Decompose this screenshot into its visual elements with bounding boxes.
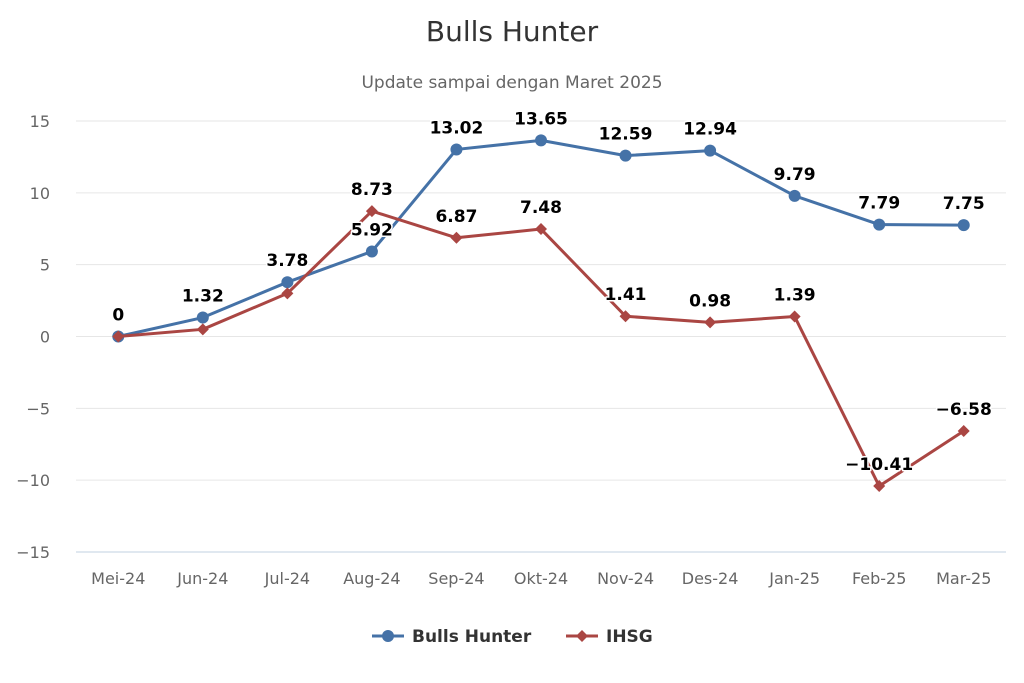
data-label: 13.65 xyxy=(514,109,568,129)
data-label: 5.92 xyxy=(351,220,393,240)
x-tick-label: Jan-25 xyxy=(768,569,820,588)
data-label: 6.87 xyxy=(435,207,477,227)
x-tick-label: Jun-24 xyxy=(176,569,228,588)
data-label: 7.48 xyxy=(520,198,562,218)
data-label: 7.75 xyxy=(943,194,985,214)
data-label: 1.41 xyxy=(605,285,647,305)
y-tick-label: 15 xyxy=(30,112,50,131)
y-tick-label: 5 xyxy=(40,256,50,275)
legend-marker xyxy=(576,630,588,642)
legend: Bulls Hunter IHSG xyxy=(372,627,653,647)
y-tick-label: 0 xyxy=(40,328,50,347)
series-group xyxy=(112,134,970,493)
legend-item[interactable]: IHSG xyxy=(566,627,653,647)
x-tick-label: Feb-25 xyxy=(852,569,906,588)
data-label: 0 xyxy=(112,306,124,326)
x-tick-label: Sep-24 xyxy=(428,569,484,588)
data-point[interactable] xyxy=(196,311,209,324)
x-tick-label: Aug-24 xyxy=(343,569,400,588)
chart-subtitle: Update sampai dengan Maret 2025 xyxy=(361,73,662,93)
x-tick-label: Jul-24 xyxy=(264,569,310,588)
data-point[interactable] xyxy=(957,219,970,232)
x-tick-label: Nov-24 xyxy=(597,569,654,588)
data-label: 12.94 xyxy=(683,120,737,140)
data-label: −10.41 xyxy=(845,455,913,475)
data-label: 9.79 xyxy=(774,165,816,185)
data-point[interactable] xyxy=(112,330,125,343)
legend-item[interactable]: Bulls Hunter xyxy=(372,627,532,647)
y-tick-label: 10 xyxy=(30,184,50,203)
y-tick-label: −15 xyxy=(16,543,50,562)
data-point[interactable] xyxy=(450,231,463,244)
x-tick-label: Des-24 xyxy=(682,569,739,588)
chart-title: Bulls Hunter xyxy=(426,15,599,48)
data-label: 7.79 xyxy=(858,194,900,214)
data-point[interactable] xyxy=(365,205,378,218)
data-point[interactable] xyxy=(535,223,547,236)
data-point[interactable] xyxy=(450,143,463,156)
series-line xyxy=(117,138,964,338)
data-label: −6.58 xyxy=(936,400,992,420)
y-tick-label: −10 xyxy=(16,471,50,490)
legend-label: Bulls Hunter xyxy=(412,627,532,647)
data-label: 3.78 xyxy=(266,251,308,271)
series-line xyxy=(118,209,965,488)
data-label: 0.98 xyxy=(689,291,731,311)
data-point[interactable] xyxy=(365,245,378,258)
legend-label: IHSG xyxy=(606,627,653,647)
data-point[interactable] xyxy=(788,189,801,202)
series-0 xyxy=(112,134,970,343)
x-tick-label: Mar-25 xyxy=(936,569,991,588)
data-label: 1.39 xyxy=(774,286,816,306)
data-labels: 0 1.32 3.78 5.92 13.02 13.65 12.59 12.94 9.79 7.7… xyxy=(111,108,993,477)
data-point[interactable] xyxy=(957,425,970,438)
data-point[interactable] xyxy=(281,287,294,300)
data-point[interactable] xyxy=(196,323,209,336)
data-point[interactable] xyxy=(704,144,717,157)
data-label: 1.32 xyxy=(182,287,224,307)
data-point[interactable] xyxy=(619,310,632,323)
gridlines xyxy=(76,120,1006,481)
data-label: 8.73 xyxy=(351,180,393,200)
axes: 15 10 5 0 −5 −10 −15 Mei-24 Jun-24 Jul-24 Aug-24 Se… xyxy=(16,112,1006,588)
data-point[interactable] xyxy=(873,218,886,231)
data-point[interactable] xyxy=(535,134,547,147)
series-1 xyxy=(112,205,970,493)
data-point[interactable] xyxy=(281,276,294,289)
data-point[interactable] xyxy=(873,480,886,493)
data-label: 12.59 xyxy=(599,125,653,145)
data-label: 13.02 xyxy=(430,118,484,138)
data-point[interactable] xyxy=(704,316,717,329)
y-tick-label: −5 xyxy=(26,399,50,418)
x-tick-label: Mei-24 xyxy=(91,569,145,588)
legend-marker xyxy=(382,630,394,642)
data-point[interactable] xyxy=(619,149,632,162)
x-tick-label: Okt-24 xyxy=(514,569,568,588)
data-point[interactable] xyxy=(788,310,801,323)
